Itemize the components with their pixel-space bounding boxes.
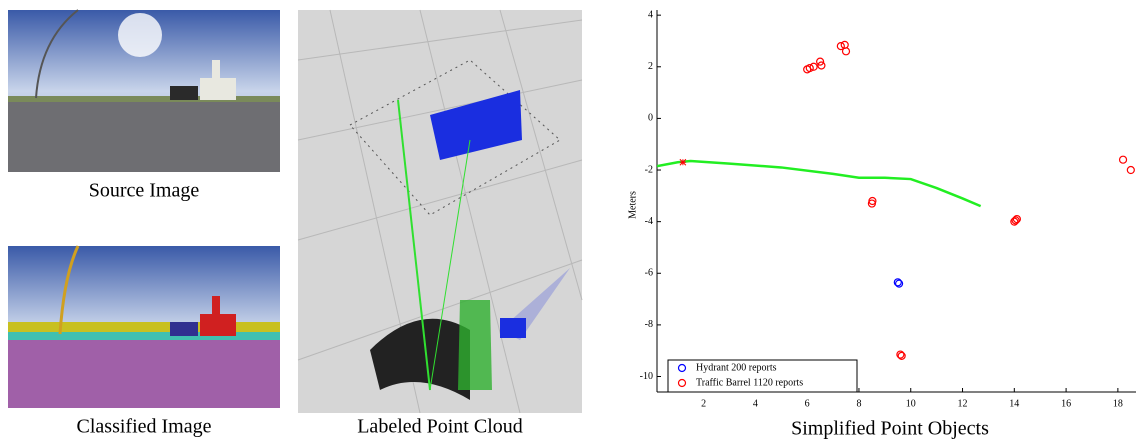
chart: -10 -8 -6 -4 -2 0 2 4 2 4 6 8 10 12 14 16 18 Hydrant 200 … [640,9,1136,409]
x-tick-label: 2 [701,398,706,409]
x-tick-label: 16 [1061,398,1071,409]
trajectory-line [657,161,981,206]
chart-title: Simplified Point Objects [791,418,989,440]
plot-area [657,41,1134,359]
point-cloud-image [298,10,582,413]
point [1127,167,1134,174]
x-tick-label: 18 [1113,398,1123,409]
legend-label: Hydrant 200 reports [696,362,777,373]
point [843,48,850,55]
y-tick-label: -6 [645,268,653,279]
caption: Labeled Point Cloud [357,416,523,438]
y-axis-label: Meters [627,191,638,219]
x-tick-label: 10 [906,398,916,409]
point [1120,156,1127,163]
legend-label: Traffic Barrel 1120 reports [696,377,803,388]
x-tick-label: 14 [1009,398,1019,409]
y-tick-label: -10 [640,371,653,382]
x-tick-label: 8 [856,398,861,409]
figure: Source Image Classified Image Labeled Po… [0,0,1136,442]
caption: Classified Image [77,416,212,438]
y-tick-label: -2 [645,164,653,175]
x-tick-label: 12 [958,398,968,409]
caption: Source Image [89,180,200,202]
y-tick-label: 2 [648,61,653,72]
source-image [8,10,280,172]
y-tick-label: -8 [645,319,653,330]
y-tick-label: -4 [645,216,653,227]
classified-image [8,246,280,408]
x-tick-label: 6 [805,398,810,409]
y-tick-label: 4 [648,9,653,20]
y-tick-label: 0 [648,113,653,124]
x-tick-label: 4 [753,398,758,409]
start-marker [680,159,686,165]
